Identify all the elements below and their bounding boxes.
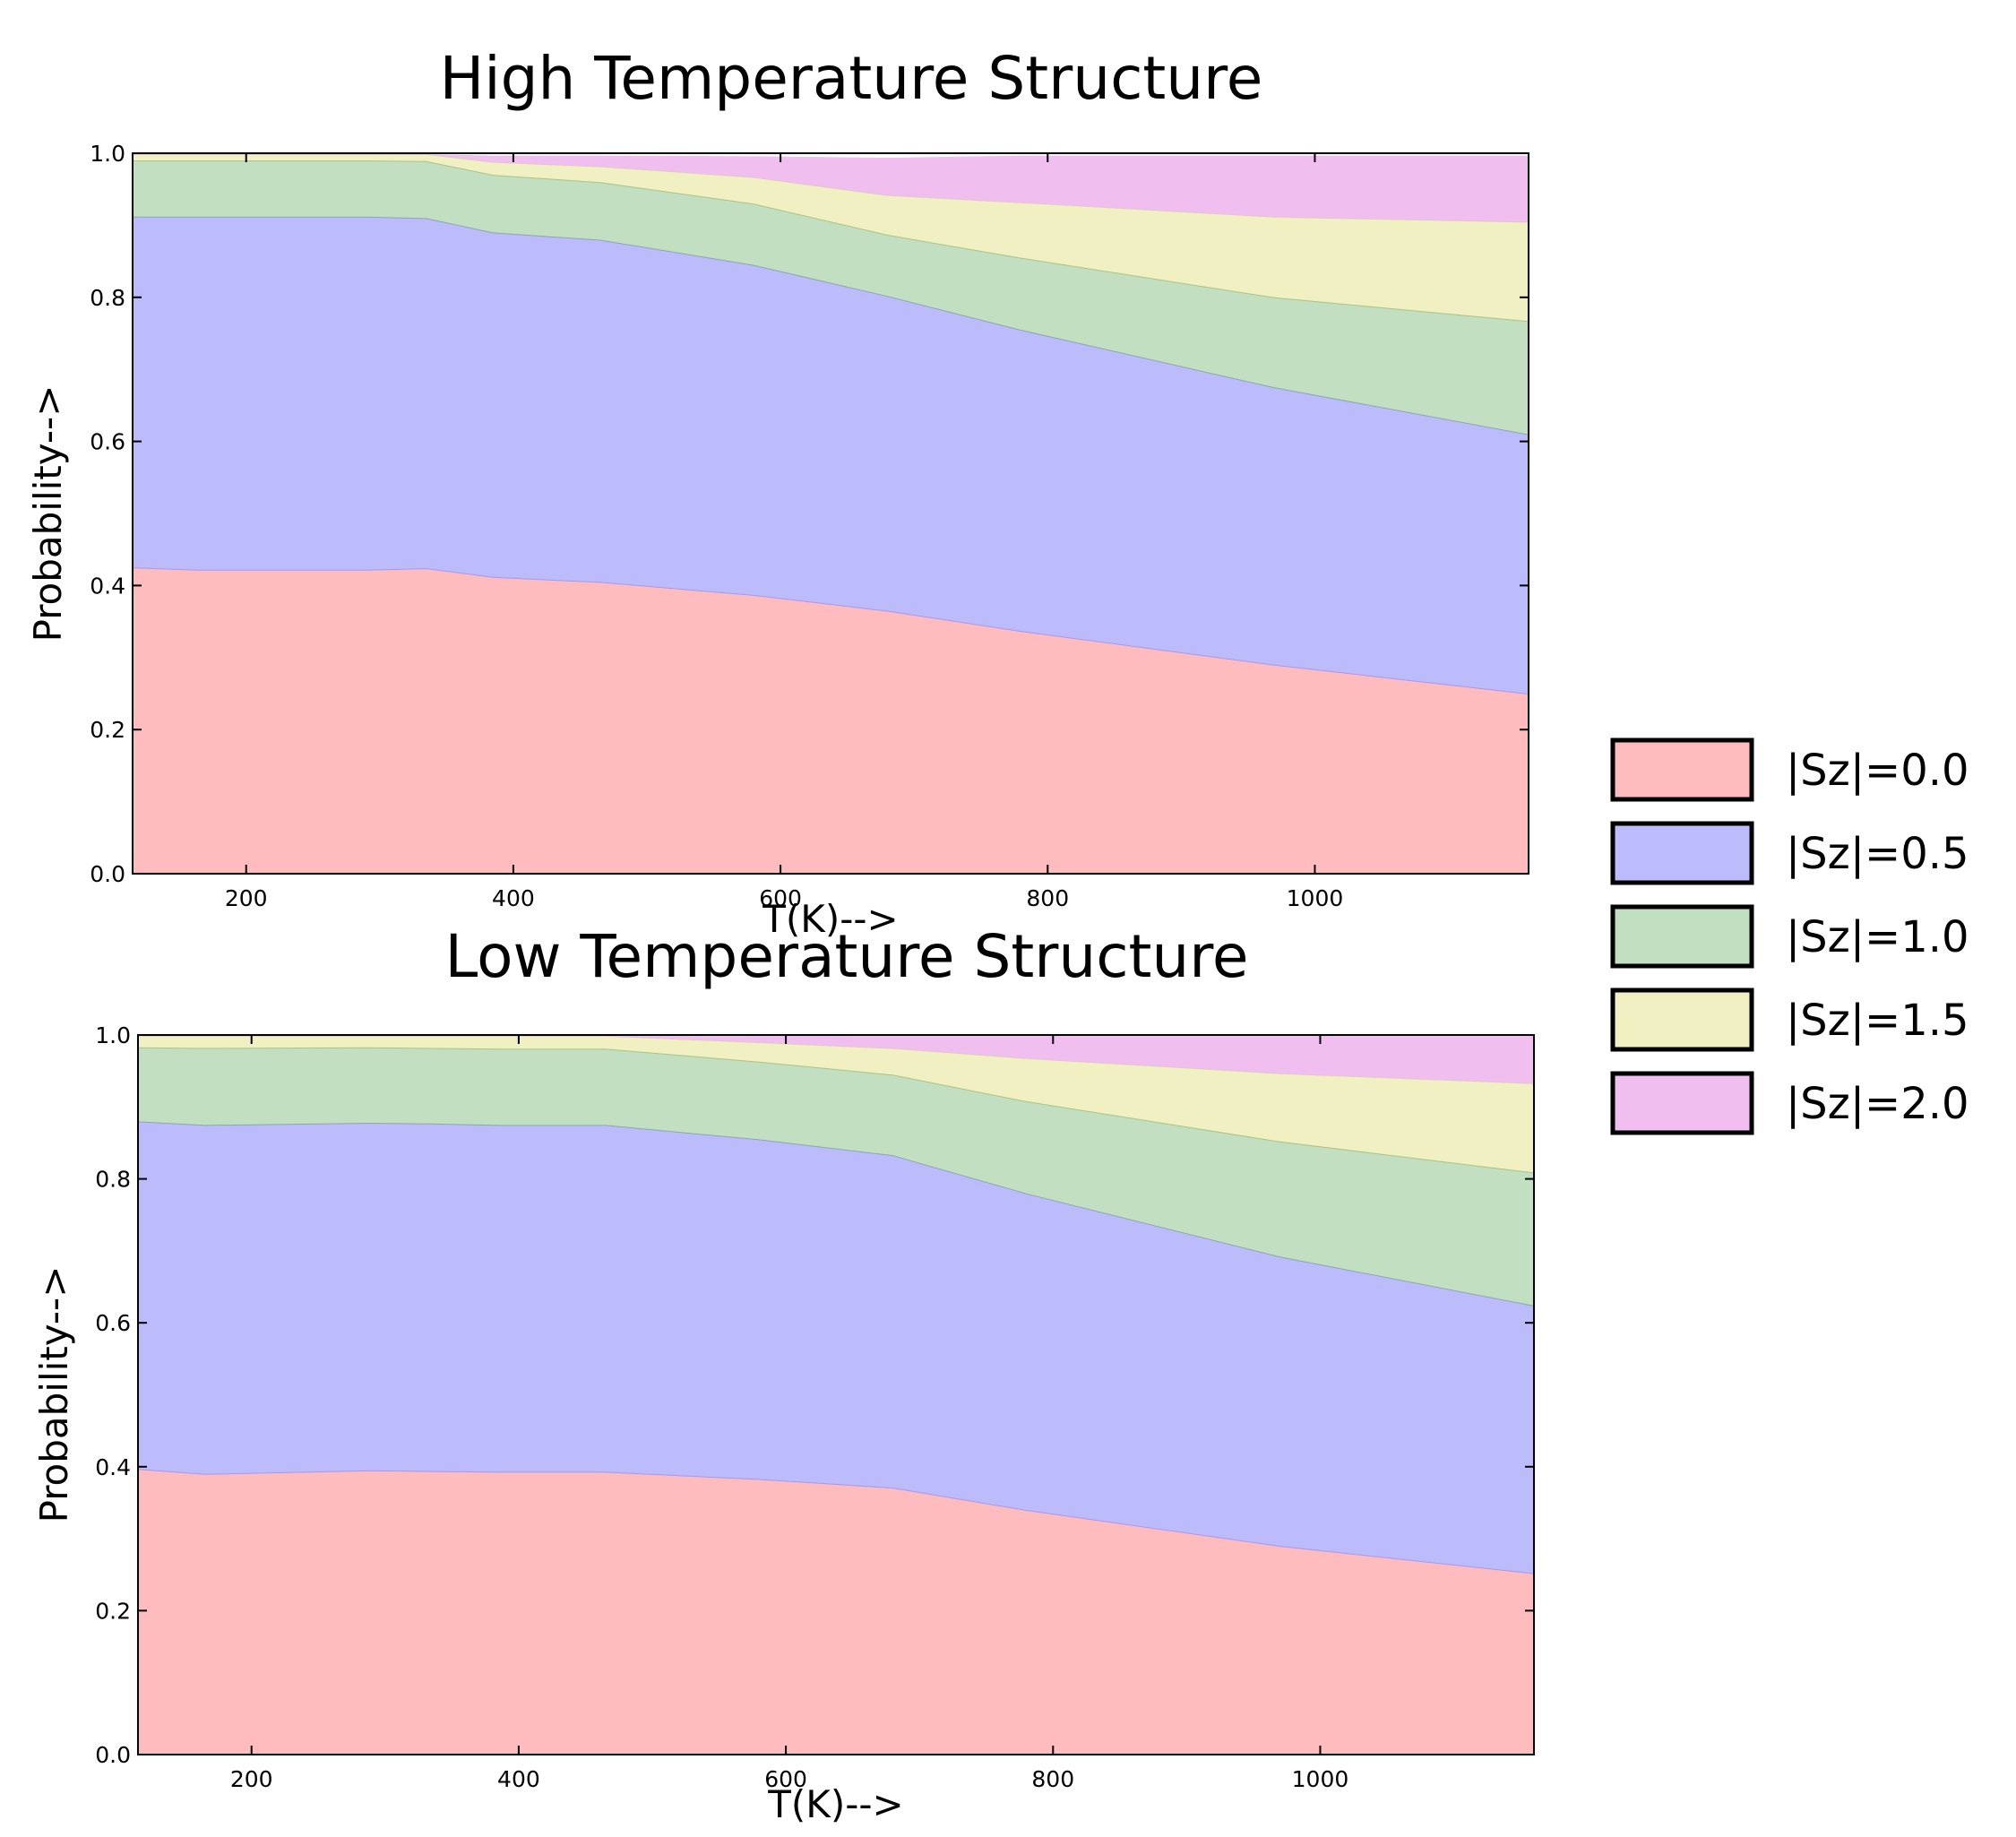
- y-tick-label: 0.8: [90, 285, 125, 311]
- chart-title: High Temperature Structure: [440, 44, 1263, 113]
- y-tick-label: 0.2: [95, 1598, 131, 1624]
- area-sz-20: [133, 153, 1529, 222]
- area-sz-00: [138, 1469, 1534, 1755]
- axes-frame: [137, 1034, 1535, 1755]
- y-tick-label: 0.0: [95, 1742, 131, 1768]
- legend-swatch-sz-00: [1610, 737, 1754, 802]
- x-axis-label: T(K)-->: [767, 1782, 903, 1826]
- y-tick-label: 1.0: [95, 1022, 131, 1048]
- y-tick-label: 0.4: [90, 573, 125, 599]
- legend-swatch-sz-10: [1610, 904, 1754, 969]
- legend-label-sz-05: |Sz|=0.5: [1786, 829, 1969, 879]
- area-sz-15: [138, 1035, 1534, 1173]
- x-tick-label: 200: [230, 1766, 273, 1792]
- area-sz-05: [138, 1121, 1534, 1574]
- area-sz-15: [133, 153, 1529, 322]
- x-tick-label: 600: [759, 885, 802, 911]
- y-tick-label: 0.6: [90, 429, 125, 455]
- x-tick-label: 1000: [1287, 885, 1344, 911]
- x-tick-label: 600: [764, 1766, 807, 1792]
- y-axis-label: Probability-->: [26, 385, 70, 643]
- y-tick-label: 0.4: [95, 1454, 131, 1480]
- area-sz-05: [133, 216, 1529, 694]
- legend-label-sz-15: |Sz|=1.5: [1786, 996, 1969, 1046]
- legend-swatch-sz-15: [1610, 987, 1754, 1052]
- area-sz-10: [138, 1047, 1534, 1306]
- y-tick-label: 0.8: [95, 1167, 131, 1193]
- y-tick-label: 1.0: [90, 141, 125, 167]
- axes-frame: [132, 152, 1529, 875]
- low-temperature-chart: 0.0 0.2 0.4 0.6 0.8 1.0 200 400 600 800 1000 Low Te…: [32, 922, 1535, 1826]
- x-tick-label: 400: [497, 1766, 540, 1792]
- legend-label-sz-20: |Sz|=2.0: [1786, 1079, 1969, 1129]
- legend-label-sz-00: |Sz|=0.0: [1786, 746, 1969, 796]
- x-tick-label: 200: [225, 885, 268, 911]
- x-tick-label: 1000: [1292, 1766, 1349, 1792]
- y-tick-label: 0.0: [90, 861, 125, 887]
- x-axis-label: T(K)-->: [762, 897, 898, 941]
- area-sz-10: [133, 160, 1529, 435]
- chart-title: Low Temperature Structure: [444, 922, 1248, 991]
- legend: |Sz|=0.0 |Sz|=0.5 |Sz|=1.0 |Sz|=1.5 |Sz|=2.0: [1610, 737, 1969, 1135]
- area-sz-20: [138, 1035, 1534, 1083]
- high-temperature-chart: 0.0 0.2 0.4 0.6 0.8 1.0 200 400 600 800 1000 High T…: [26, 44, 1529, 941]
- y-tick-label: 0.6: [95, 1310, 131, 1336]
- y-axis-label: Probability-->: [32, 1266, 76, 1523]
- x-tick-label: 800: [1031, 1766, 1074, 1792]
- y-tick-label: 0.2: [90, 717, 125, 743]
- legend-swatch-sz-05: [1610, 821, 1754, 885]
- x-tick-label: 800: [1026, 885, 1069, 911]
- x-tick-label: 400: [492, 885, 535, 911]
- legend-swatch-sz-20: [1610, 1071, 1754, 1135]
- legend-label-sz-10: |Sz|=1.0: [1786, 912, 1969, 962]
- area-sz-00: [133, 567, 1529, 874]
